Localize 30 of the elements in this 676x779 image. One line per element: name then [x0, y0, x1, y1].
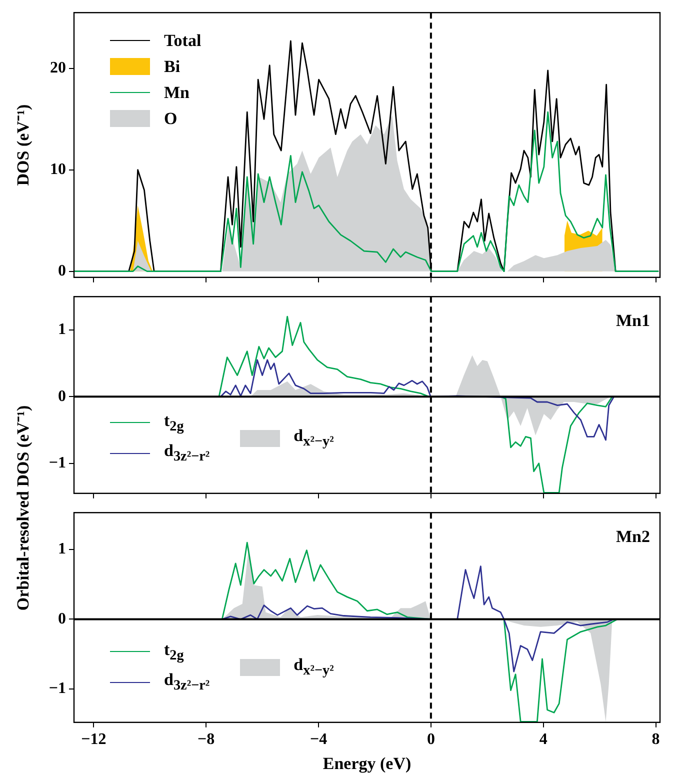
legend-label: d$_{3z²−r²}$	[164, 670, 210, 694]
x-tick-label: −4	[310, 731, 328, 748]
y-tick-label: 0	[58, 388, 66, 405]
legend-label: d$_{x²−y²}$	[294, 426, 334, 450]
legend-label: d$_{x²−y²}$	[294, 654, 334, 680]
y-axis-title: DOS (eV⁻¹)	[12, 104, 34, 186]
y-tick-label: −1	[48, 680, 66, 698]
y-tick-label: 1	[58, 540, 66, 558]
x-tick-label: −8	[198, 731, 215, 748]
x-tick-label: 4	[539, 731, 548, 748]
legend-label: Bi	[164, 56, 180, 77]
x-tick-label: 0	[426, 731, 435, 748]
annotation: Mn2	[616, 526, 650, 547]
legend-label: Mn	[164, 82, 190, 103]
x-tick-label: −12	[81, 731, 106, 748]
legend-label: O	[164, 108, 178, 129]
annotation: Mn1	[616, 310, 650, 331]
y-tick-label: 0	[58, 262, 66, 280]
legend-label: t$_{2g}$	[164, 410, 184, 436]
x-tick-label: 8	[652, 731, 660, 748]
legend-label: t$_{2g}$	[164, 640, 184, 664]
y-axis-title: Orbital-resolved DOS (eV⁻¹)	[12, 406, 34, 611]
y-tick-label: 1	[58, 321, 66, 338]
y-tick-label: 0	[58, 610, 66, 628]
y-tick-label: 10	[50, 160, 66, 178]
y-tick-label: 20	[50, 60, 66, 77]
legend-label: d$_{3z²−r²}$	[164, 441, 210, 466]
y-tick-label: −1	[48, 454, 66, 472]
x-axis-title: Energy (eV)	[322, 754, 412, 774]
legend-label: Total	[164, 30, 202, 51]
